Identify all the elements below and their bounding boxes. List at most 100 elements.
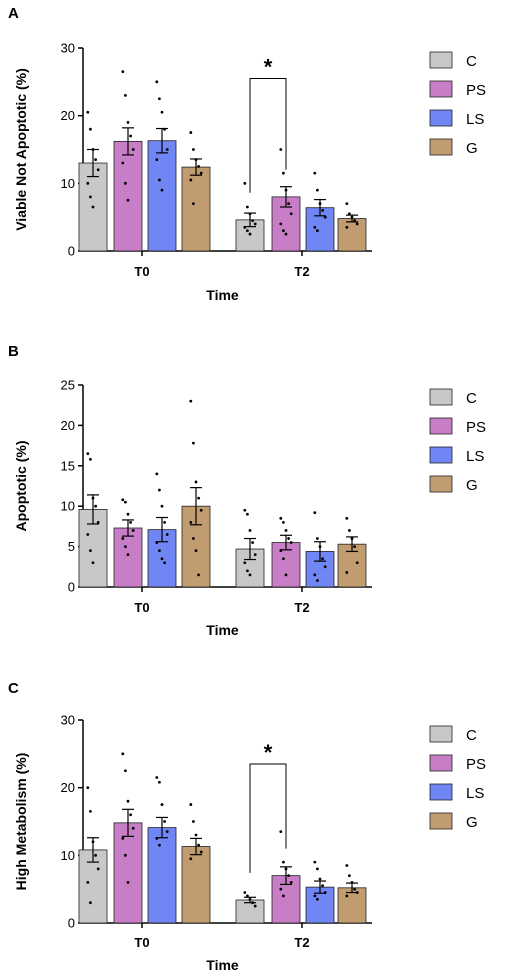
y-tick-label: 0	[68, 580, 75, 595]
data-point	[165, 830, 169, 834]
data-point	[86, 110, 90, 114]
data-point	[86, 533, 90, 536]
data-point	[89, 127, 92, 131]
y-tick-label: 20	[61, 418, 75, 433]
data-point	[345, 864, 349, 867]
data-point	[284, 232, 288, 236]
data-point	[316, 897, 319, 901]
data-point	[126, 198, 130, 202]
y-axis-title: High Metabolism (%)	[13, 753, 29, 891]
bar-ps-t0	[113, 140, 143, 252]
data-point	[251, 219, 255, 222]
data-point	[197, 573, 201, 577]
data-point	[192, 202, 195, 206]
data-point	[345, 516, 349, 520]
data-point	[316, 579, 319, 582]
bar-c-t2	[235, 899, 265, 924]
data-point	[89, 809, 92, 813]
legend-swatch-ls	[429, 446, 453, 464]
data-point	[353, 219, 356, 222]
legend-swatch-g	[429, 138, 453, 156]
legend-swatch-c	[429, 51, 453, 69]
data-point	[194, 833, 198, 837]
data-point	[199, 171, 203, 175]
data-point	[197, 496, 201, 500]
data-point	[345, 225, 349, 229]
data-point	[165, 148, 169, 151]
data-point	[124, 769, 127, 773]
data-point	[345, 894, 349, 898]
data-point	[131, 148, 135, 151]
legend-label-ps: PS	[466, 756, 486, 773]
y-tick-label: 30	[61, 713, 75, 728]
legend-label-ps: PS	[466, 82, 486, 99]
y-tick-label: 5	[68, 539, 75, 554]
bar-ls-t0	[147, 140, 177, 252]
bar-ps-t0	[113, 822, 143, 924]
data-point	[282, 557, 285, 561]
data-point	[121, 161, 125, 165]
data-point	[316, 188, 319, 192]
data-point	[124, 93, 127, 97]
data-point	[131, 529, 135, 532]
x-axis-title: Time	[206, 622, 239, 638]
x-tick-label: T0	[134, 264, 149, 279]
data-point	[86, 181, 90, 185]
data-point	[321, 557, 324, 561]
legend-swatch-g	[429, 812, 453, 830]
data-point	[321, 884, 324, 888]
legend-label-g: G	[466, 477, 478, 494]
data-point	[353, 545, 356, 548]
data-point	[121, 70, 125, 74]
data-point	[163, 561, 167, 565]
bar-g-t0	[181, 166, 211, 252]
significance-bracket	[249, 77, 287, 193]
data-point	[243, 561, 247, 565]
data-point	[96, 168, 100, 172]
significance-marker: *	[264, 54, 273, 79]
data-point	[197, 843, 201, 847]
data-point	[316, 537, 319, 540]
legend-label-c: C	[466, 727, 477, 744]
data-point	[121, 752, 125, 756]
data-point	[253, 553, 257, 557]
data-point	[248, 573, 252, 577]
data-point	[160, 557, 164, 561]
data-point	[323, 565, 327, 569]
data-point	[313, 860, 317, 864]
data-point	[155, 158, 159, 162]
data-point	[158, 843, 161, 847]
data-point	[289, 541, 293, 544]
data-point	[348, 529, 351, 532]
legend-swatch-ps	[429, 754, 453, 772]
data-point	[189, 520, 193, 524]
data-point	[279, 516, 283, 520]
data-point	[129, 520, 133, 524]
data-point	[345, 571, 349, 574]
legend-label-g: G	[466, 140, 478, 157]
data-point	[94, 853, 97, 857]
data-point	[279, 830, 283, 834]
data-point	[155, 776, 159, 779]
x-tick-label: T0	[134, 935, 149, 950]
data-point	[345, 202, 349, 206]
data-point	[158, 178, 161, 182]
data-point	[189, 857, 193, 861]
data-point	[284, 529, 288, 532]
data-point	[246, 512, 249, 516]
data-point	[197, 165, 201, 168]
data-point	[355, 561, 359, 565]
data-point	[158, 549, 161, 553]
data-point	[313, 511, 317, 515]
legend-label-c: C	[466, 53, 477, 70]
data-point	[287, 202, 290, 206]
legend-label-ps: PS	[466, 419, 486, 436]
data-point	[348, 874, 351, 878]
legend-swatch-c	[429, 388, 453, 406]
bar-ps-t0	[113, 527, 143, 588]
data-point	[189, 399, 193, 403]
data-point	[192, 537, 195, 540]
data-point	[248, 232, 252, 236]
data-point	[246, 894, 249, 898]
y-tick-label: 10	[61, 848, 75, 863]
